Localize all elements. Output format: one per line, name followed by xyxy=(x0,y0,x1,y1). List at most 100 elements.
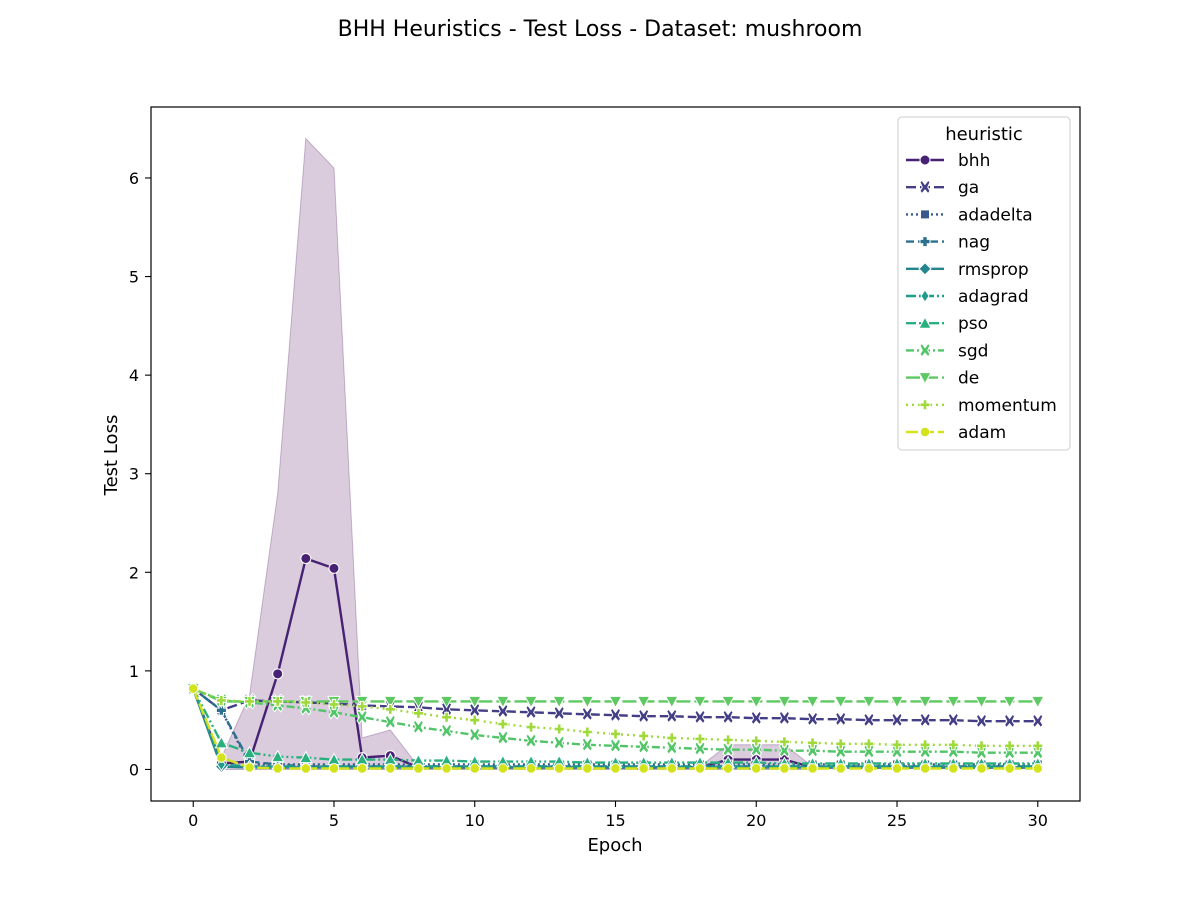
data-point-de xyxy=(524,695,538,709)
data-point-adam xyxy=(582,763,593,774)
data-point-pso xyxy=(242,745,257,759)
legend-label-bhh: bhh xyxy=(958,151,990,171)
legend-item-nag: nag xyxy=(906,233,990,253)
legend-item-sgd: sgd xyxy=(906,341,988,361)
legend-label-adadelta: adadelta xyxy=(958,205,1033,225)
legend-item-momentum: momentum xyxy=(906,396,1057,416)
legend-item-de: de xyxy=(906,369,979,389)
legend-marker-bhh xyxy=(919,154,931,166)
data-point-momentum xyxy=(891,739,903,751)
data-point-sgd xyxy=(722,742,734,757)
data-point-nag xyxy=(215,704,227,716)
legend-item-rmsprop: rmsprop xyxy=(906,260,1029,280)
data-point-sgd xyxy=(581,737,593,753)
legend-label-adam: adam xyxy=(958,423,1006,443)
data-point-adam xyxy=(976,763,987,774)
data-point-sgd xyxy=(750,742,762,757)
data-point-adam xyxy=(723,763,734,774)
data-point-de xyxy=(805,695,820,709)
data-point-pso xyxy=(298,750,313,764)
data-point-sgd xyxy=(412,719,424,735)
x-tick-label: 30 xyxy=(1028,811,1048,830)
x-tick-label: 15 xyxy=(605,811,625,830)
data-point-adam xyxy=(666,763,677,774)
legend-marker-ga xyxy=(919,179,931,195)
legend-item-pso: pso xyxy=(906,314,988,334)
legend-label-sgd: sgd xyxy=(958,341,988,361)
legend-marker-rmsprop xyxy=(918,262,932,276)
data-point-momentum xyxy=(610,728,621,740)
data-point-de xyxy=(580,695,595,709)
data-point-adam xyxy=(188,683,199,694)
legend-label-rmsprop: rmsprop xyxy=(958,260,1029,280)
data-point-sgd xyxy=(807,743,819,758)
data-point-bhh xyxy=(272,668,284,680)
data-point-momentum xyxy=(215,694,227,706)
data-point-ga xyxy=(609,707,622,723)
data-point-momentum xyxy=(441,711,453,723)
data-point-momentum xyxy=(553,723,565,735)
data-point-ga xyxy=(722,709,734,725)
legend-marker-nag xyxy=(919,236,931,248)
data-point-adam xyxy=(441,763,452,774)
data-point-sgd xyxy=(469,727,481,743)
data-point-momentum xyxy=(638,730,650,742)
data-point-momentum xyxy=(807,737,819,749)
data-point-adam xyxy=(863,763,874,774)
data-point-adam xyxy=(610,763,621,774)
data-point-adam xyxy=(272,763,283,774)
data-point-adam xyxy=(779,763,790,774)
data-point-momentum xyxy=(525,721,537,733)
data-point-adam xyxy=(300,763,311,774)
data-point-ga xyxy=(1004,713,1016,729)
data-point-sgd xyxy=(441,723,453,739)
data-point-adam xyxy=(413,763,424,774)
legend-marker-sgd xyxy=(919,342,931,358)
data-point-sgd xyxy=(328,704,340,720)
data-point-de xyxy=(552,695,567,709)
data-point-adam xyxy=(1032,763,1043,774)
data-point-ga xyxy=(919,712,931,728)
legend-marker-adadelta xyxy=(920,209,930,220)
data-point-de xyxy=(411,695,426,709)
series-momentum xyxy=(187,683,1044,752)
data-point-momentum xyxy=(581,726,593,738)
data-point-bhh xyxy=(300,552,312,564)
data-point-adam xyxy=(751,763,762,774)
legend-marker-momentum xyxy=(919,399,931,411)
y-tick-label: 2 xyxy=(129,563,139,582)
data-point-adam xyxy=(920,763,931,774)
data-point-adam xyxy=(891,763,903,774)
data-point-de xyxy=(496,695,510,709)
data-point-pso xyxy=(270,749,285,763)
data-point-ga xyxy=(891,712,903,728)
data-point-sgd xyxy=(666,740,678,756)
data-point-sgd xyxy=(835,744,847,759)
data-point-de xyxy=(608,695,623,709)
legend-label-de: de xyxy=(958,369,979,389)
data-point-momentum xyxy=(947,739,959,751)
data-point-de xyxy=(974,695,989,709)
data-point-sgd xyxy=(638,739,650,755)
data-point-sgd xyxy=(497,730,509,746)
legend-label-ga: ga xyxy=(958,178,979,198)
legend-box xyxy=(897,116,1071,451)
data-point-adam xyxy=(835,763,846,774)
x-tick-label: 10 xyxy=(465,811,485,830)
series-adam xyxy=(188,683,1043,774)
data-point-sgd xyxy=(694,741,706,757)
y-tick-label: 4 xyxy=(129,366,139,385)
y-tick-label: 3 xyxy=(129,465,139,484)
data-point-de xyxy=(1030,695,1045,709)
data-point-adam xyxy=(357,763,368,774)
data-point-ga xyxy=(1032,713,1044,729)
data-point-de xyxy=(777,695,792,709)
data-point-momentum xyxy=(750,735,762,747)
data-point-adam xyxy=(497,763,508,774)
y-tick-label: 1 xyxy=(129,662,139,681)
legend-label-adagrad: adagrad xyxy=(958,287,1029,307)
data-point-momentum xyxy=(469,714,481,726)
data-point-momentum xyxy=(328,698,340,710)
data-point-pso xyxy=(214,735,229,749)
